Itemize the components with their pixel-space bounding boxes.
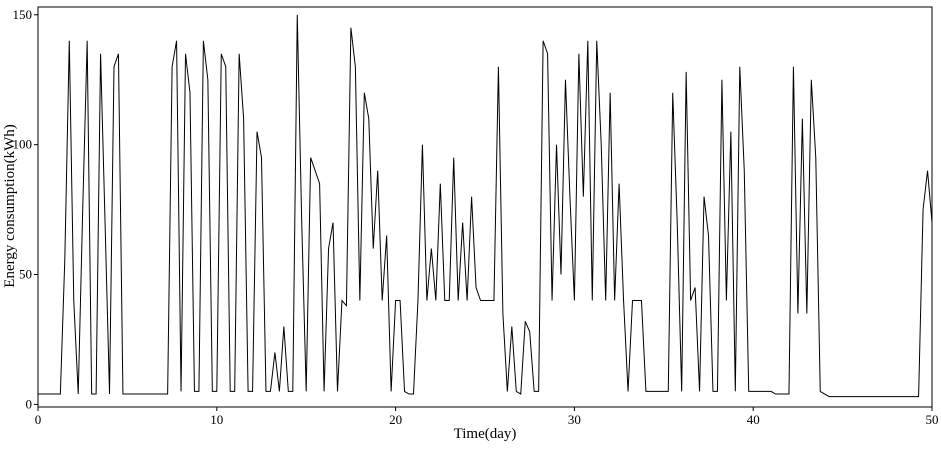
y-tick-label: 150 <box>13 7 33 22</box>
x-tick-label: 0 <box>35 412 42 427</box>
data-line <box>38 14 933 398</box>
y-tick-label: 50 <box>19 267 32 282</box>
x-tick-label: 30 <box>568 412 581 427</box>
x-tick-label: 10 <box>210 412 223 427</box>
x-tick-label: 40 <box>747 412 760 427</box>
x-tick-label: 50 <box>926 412 939 427</box>
x-axis-title: Time(day) <box>454 426 517 442</box>
y-axis-title: Energy consumption(kWh) <box>2 124 18 287</box>
plot-frame <box>37 6 933 408</box>
y-tick-label: 0 <box>26 396 33 411</box>
y-tick-label: 100 <box>13 137 33 152</box>
x-tick-label: 20 <box>389 412 402 427</box>
